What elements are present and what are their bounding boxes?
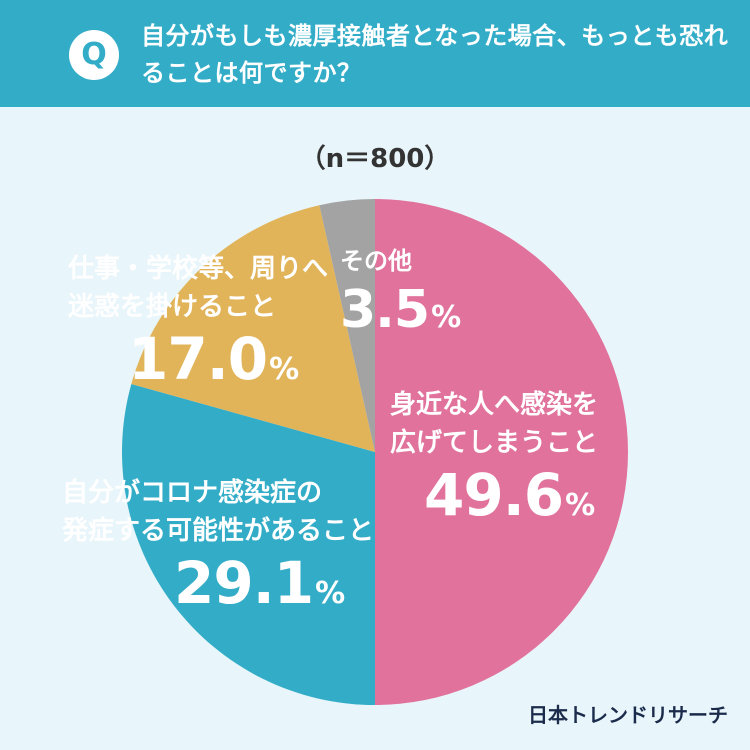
slice-label-other: その他 3.5% xyxy=(340,242,461,348)
slice-label-trouble-others: 仕事・学校等、周りへ 迷惑を掛けること 17.0% xyxy=(68,250,328,403)
question-text: 自分がもしも濃厚接触者となった場合、もっとも恐れることは何ですか？ xyxy=(141,22,729,87)
slice-category: 発症する可能性があること xyxy=(62,516,375,546)
slice-label-family-infection: 身近な人へ感染を 広げてしまうこと 49.6% xyxy=(390,386,598,539)
sample-size-label: （n＝800） xyxy=(299,144,451,174)
q-badge: Q xyxy=(69,30,119,80)
brand-logo: 日本トレンドリサーチ xyxy=(528,703,728,727)
slice-label-self-onset: 自分がコロナ感染症の 発症する可能性があること 29.1% xyxy=(62,474,374,627)
slice-percent: 49.6% xyxy=(424,461,595,529)
slice-category: 仕事・学校等、周りへ xyxy=(68,254,329,284)
slice-category: その他 xyxy=(340,247,412,275)
slice-category: 自分がコロナ感染症の xyxy=(62,478,323,508)
pie-slice-0 xyxy=(375,199,628,705)
slice-percent: 17.0% xyxy=(128,325,299,393)
slice-percent: 29.1% xyxy=(174,549,345,617)
pie-slice-3 xyxy=(319,199,375,452)
slice-percent: 3.5% xyxy=(340,280,461,340)
slice-category: 広げてしまうこと xyxy=(390,428,599,458)
pie-slice-1 xyxy=(121,383,375,705)
slice-category: 身近な人へ感染を xyxy=(390,390,599,420)
slice-category: 迷惑を掛けること xyxy=(68,292,277,322)
pie-slice-2 xyxy=(131,205,375,452)
question-header: Q 自分がもしも濃厚接触者となった場合、もっとも恐れることは何ですか？ xyxy=(0,0,750,107)
